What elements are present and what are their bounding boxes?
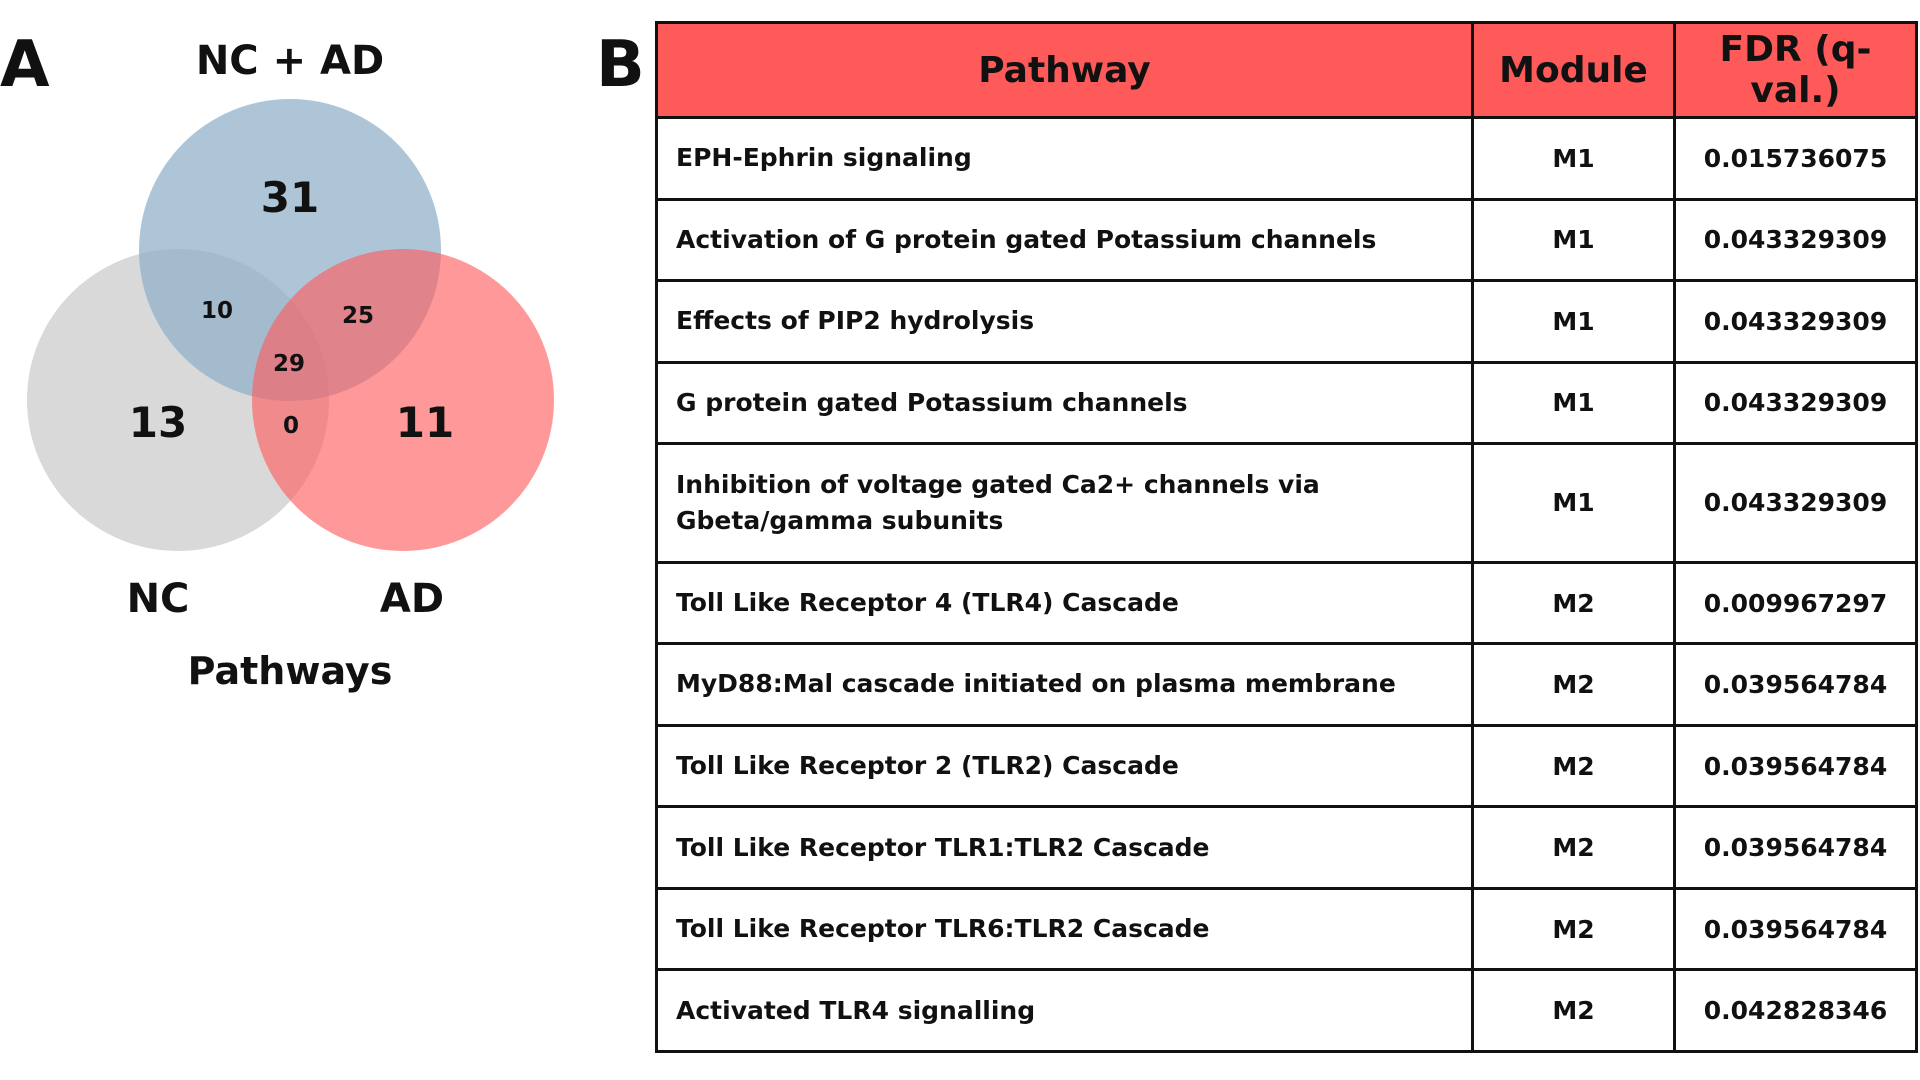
table-row: Toll Like Receptor TLR6:TLR2 Cascade M2 … [655, 886, 1918, 972]
fdr-cell: 0.009967297 [1673, 560, 1918, 646]
table-row: Toll Like Receptor 2 (TLR2) Cascade M2 0… [655, 723, 1918, 809]
pathway-cell: Toll Like Receptor 2 (TLR2) Cascade [655, 723, 1474, 809]
pathway-cell: Inhibition of voltage gated Ca2+ channel… [655, 442, 1474, 564]
module-cell: M2 [1471, 886, 1676, 972]
module-cell: M1 [1471, 442, 1676, 564]
fdr-cell: 0.043329309 [1673, 360, 1918, 446]
pathway-cell: Toll Like Receptor TLR1:TLR2 Cascade [655, 805, 1474, 890]
table-row: Toll Like Receptor TLR1:TLR2 Cascade M2 … [655, 805, 1918, 890]
fdr-cell: 0.015736075 [1673, 116, 1918, 201]
module-cell: M1 [1471, 279, 1676, 364]
module-cell: M2 [1471, 560, 1676, 646]
venn-diagram: NC + AD NC AD Pathways 31 13 11 10 25 29… [27, 38, 554, 693]
venn-count-only-nc-ad: 31 [261, 173, 319, 222]
venn-count-nc-ad-and-nc: 10 [201, 298, 233, 324]
pathway-cell: MyD88:Mal cascade initiated on plasma me… [655, 642, 1474, 727]
pathway-cell: G protein gated Potassium channels [655, 360, 1474, 446]
table-row: EPH-Ephrin signaling M1 0.015736075 [655, 116, 1918, 201]
table-row: G protein gated Potassium channels M1 0.… [655, 360, 1918, 446]
table-row: Toll Like Receptor 4 (TLR4) Cascade M2 0… [655, 560, 1918, 646]
pathway-cell: Toll Like Receptor 4 (TLR4) Cascade [655, 560, 1474, 646]
venn-circle-ad [252, 249, 554, 551]
fdr-cell: 0.043329309 [1673, 279, 1918, 364]
fdr-cell: 0.043329309 [1673, 442, 1918, 564]
fdr-cell: 0.043329309 [1673, 197, 1918, 283]
table-row: Activated TLR4 signalling M2 0.042828346 [655, 968, 1918, 1053]
module-cell: M1 [1471, 360, 1676, 446]
table-row: Effects of PIP2 hydrolysis M1 0.04332930… [655, 279, 1918, 364]
panel-b-letter: B [596, 28, 645, 102]
pathway-cell: Toll Like Receptor TLR6:TLR2 Cascade [655, 886, 1474, 972]
pathway-table: Pathway Module FDR (q-val.) EPH-Ephrin s… [655, 21, 1918, 1053]
module-cell: M2 [1471, 642, 1676, 727]
pathway-cell: Activation of G protein gated Potassium … [655, 197, 1474, 283]
pathway-cell: Activated TLR4 signalling [655, 968, 1474, 1053]
column-header-module: Module [1471, 21, 1676, 119]
venn-bottom-label: Pathways [188, 649, 393, 693]
module-cell: M2 [1471, 805, 1676, 890]
pathway-cell: EPH-Ephrin signaling [655, 116, 1474, 201]
table-row: Activation of G protein gated Potassium … [655, 197, 1918, 283]
fdr-cell: 0.039564784 [1673, 642, 1918, 727]
venn-label-ad: AD [380, 576, 444, 622]
table-row: Inhibition of voltage gated Ca2+ channel… [655, 442, 1918, 564]
panel-a-letter: A [0, 28, 50, 102]
module-cell: M2 [1471, 968, 1676, 1053]
module-cell: M1 [1471, 116, 1676, 201]
table-header-row: Pathway Module FDR (q-val.) [655, 21, 1918, 119]
fdr-cell: 0.039564784 [1673, 805, 1918, 890]
fdr-cell: 0.042828346 [1673, 968, 1918, 1053]
module-cell: M1 [1471, 197, 1676, 283]
fdr-cell: 0.039564784 [1673, 886, 1918, 972]
venn-count-nc-ad-and-ad: 25 [342, 303, 374, 329]
module-cell: M2 [1471, 723, 1676, 809]
table-row: MyD88:Mal cascade initiated on plasma me… [655, 642, 1918, 727]
fdr-cell: 0.039564784 [1673, 723, 1918, 809]
column-header-pathway: Pathway [655, 21, 1474, 119]
venn-title-nc-ad: NC + AD [196, 38, 384, 84]
column-header-fdr: FDR (q-val.) [1673, 21, 1918, 119]
venn-count-nc-and-ad: 0 [283, 413, 299, 439]
venn-count-all-three: 29 [273, 351, 305, 377]
venn-count-only-nc: 13 [129, 398, 187, 447]
pathway-cell: Effects of PIP2 hydrolysis [655, 279, 1474, 364]
venn-count-only-ad: 11 [396, 398, 454, 447]
venn-label-nc: NC [127, 576, 190, 622]
